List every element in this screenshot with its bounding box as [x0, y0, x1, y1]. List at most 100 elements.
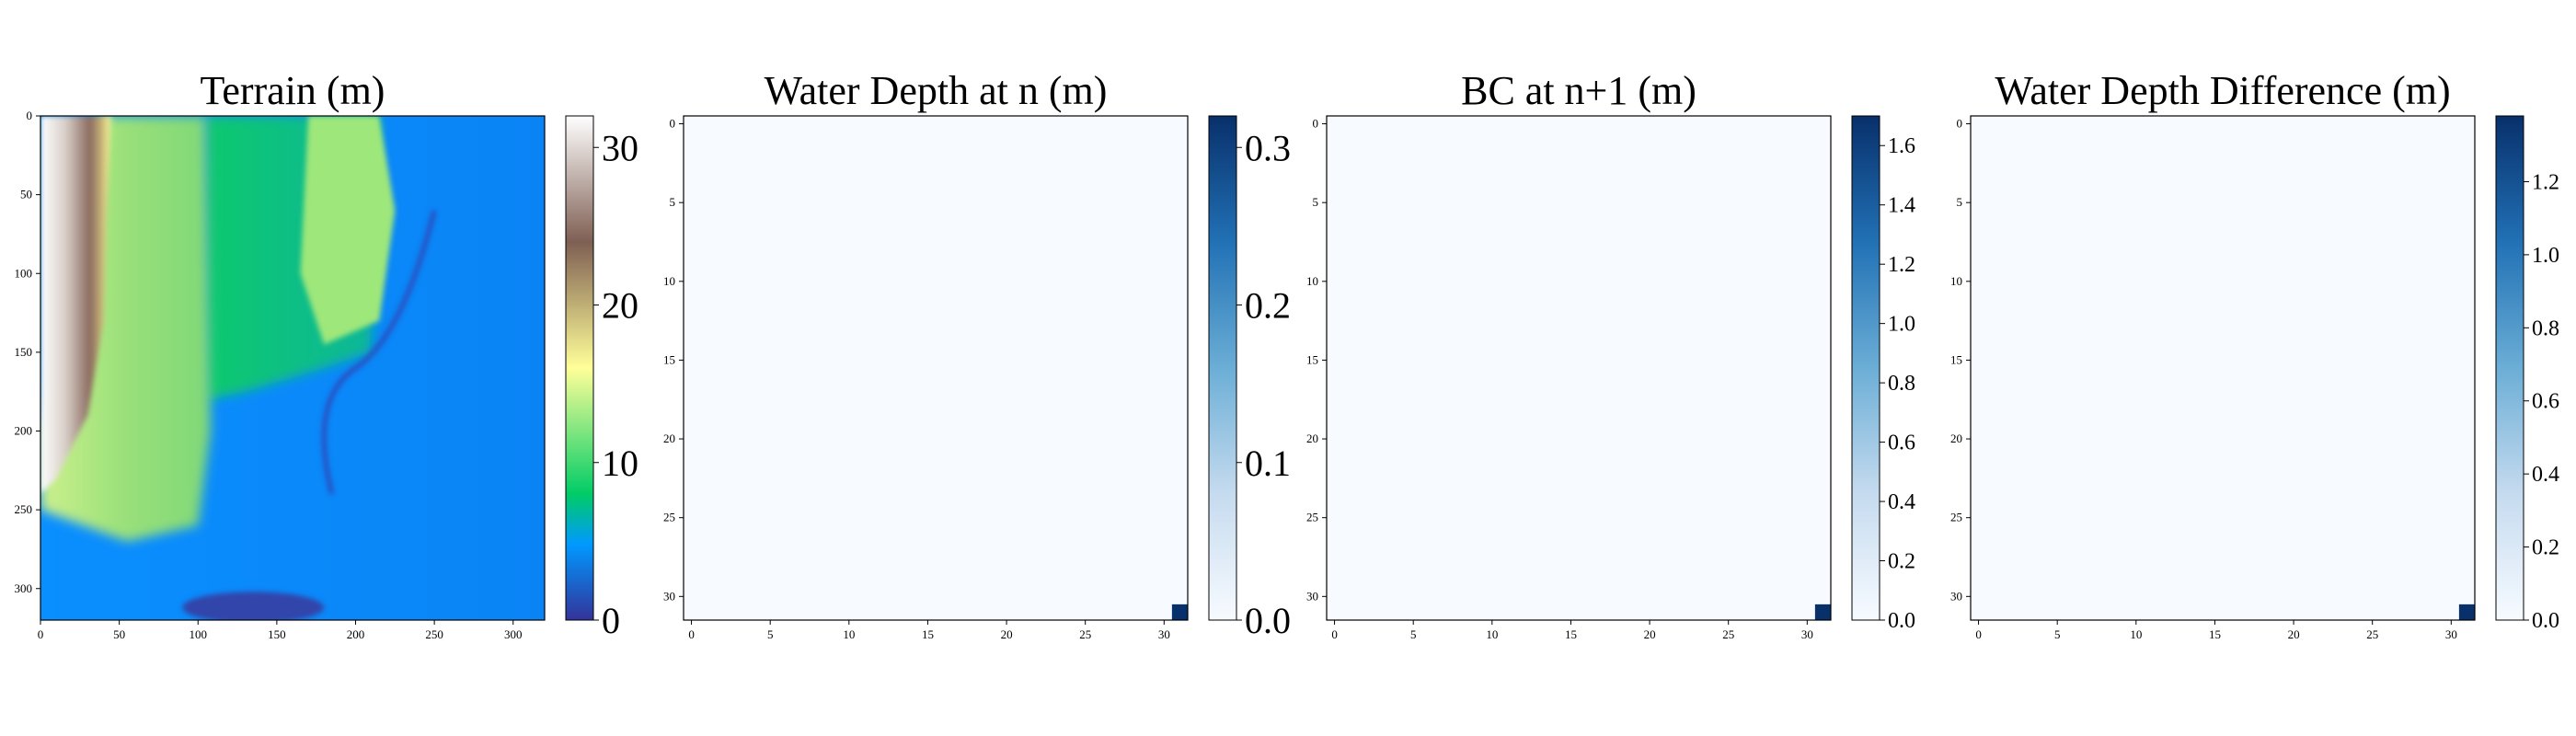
x-tick-label: 5: [767, 627, 774, 641]
x-tick-label: 200: [347, 627, 365, 641]
x-tick-label: 25: [1079, 627, 1091, 641]
x-tick-label: 20: [1644, 627, 1656, 641]
colorbar-tick-label: 0.2: [1245, 285, 1291, 327]
y-tick-label: 0: [27, 109, 33, 122]
y-tick-label: 15: [1950, 352, 1962, 366]
colorbar-tick-label: 1.6: [1888, 134, 1915, 158]
colorbar-tick-label: 1.0: [2532, 244, 2559, 268]
panel-4: Water Depth Difference (m) 0 5 10 15 20 25 30 0 5…: [1950, 68, 2559, 641]
x-tick-label: 50: [113, 627, 125, 641]
y-tick-label: 150: [15, 345, 33, 359]
x-tick-label: 30: [2445, 627, 2457, 641]
x-tick-label: 0: [688, 627, 695, 641]
panel-title: Terrain (m): [201, 68, 385, 113]
x-tick-label: 15: [2209, 627, 2221, 641]
terrain-low-area: [182, 592, 325, 620]
colorbar-tick-label: 0.0: [1888, 609, 1915, 633]
colorbar-tick-label: 0.4: [2532, 463, 2559, 487]
y-tick-label: 0: [670, 117, 676, 131]
colorbar: [1852, 116, 1880, 620]
x-tick-label: 0: [38, 627, 44, 641]
colorbar-tick-label: 1.4: [1888, 194, 1915, 218]
colorbar-tick-label: 0.0: [2532, 609, 2559, 633]
colorbar-tick-label: 0.6: [2532, 390, 2559, 414]
axes-frame: [683, 115, 1189, 621]
terrain-ridge: [40, 116, 112, 494]
colorbar-tick-label: 0.6: [1888, 431, 1915, 455]
x-tick-label: 15: [922, 627, 934, 641]
x-tick-label: 0: [1975, 627, 1982, 641]
y-tick-label: 25: [663, 511, 675, 524]
colorbar-tick-label: 0.4: [1888, 490, 1915, 514]
x-tick-label: 5: [1410, 627, 1417, 641]
y-tick-label: 200: [15, 424, 33, 438]
heatmap-background: [684, 116, 1188, 620]
y-tick-label: 5: [1957, 195, 1963, 209]
colorbar-tick-label: 0.8: [1888, 372, 1915, 396]
colorbar-tick-label: 30: [602, 127, 638, 168]
terrain-green-patch: [300, 116, 396, 345]
colorbar-frame: [565, 115, 594, 621]
colorbar-tick-label: 0.8: [2532, 316, 2559, 340]
x-tick-label: 5: [2054, 627, 2061, 641]
colorbar-tick-label: 0.0: [1245, 600, 1291, 641]
x-tick-label: 20: [1001, 627, 1013, 641]
y-tick-label: 20: [1950, 431, 1962, 445]
x-tick-label: 10: [2130, 627, 2142, 641]
y-tick-label: 30: [1950, 589, 1962, 603]
heatmap-background: [1327, 116, 1831, 620]
y-tick-label: 300: [15, 581, 33, 595]
colorbar-tick-label: 0: [602, 600, 620, 641]
x-tick-label: 10: [1486, 627, 1498, 641]
x-tick-label: 300: [504, 627, 523, 641]
colorbar-tick-label: 1.0: [1888, 313, 1915, 337]
colorbar-frame: [2495, 115, 2524, 621]
colorbar: [566, 116, 593, 620]
y-tick-label: 25: [1950, 511, 1962, 524]
heatmap-cell: [2458, 604, 2475, 620]
y-tick-label: 20: [1306, 431, 1318, 445]
y-tick-label: 20: [663, 431, 675, 445]
panel-title: Water Depth Difference (m): [1995, 68, 2450, 113]
colorbar-frame: [1208, 115, 1237, 621]
axes-frame: [1970, 115, 2476, 621]
panel-title: Water Depth at n (m): [765, 68, 1108, 113]
y-tick-label: 250: [15, 502, 33, 516]
x-tick-label: 250: [425, 627, 443, 641]
x-tick-label: 15: [1565, 627, 1577, 641]
x-tick-label: 25: [1722, 627, 1734, 641]
colorbar-tick-label: 20: [602, 285, 638, 327]
y-tick-label: 10: [663, 274, 675, 288]
axes-frame: [1326, 115, 1832, 621]
terrain-channel: [321, 210, 437, 495]
colorbar-frame: [1851, 115, 1880, 621]
panel-3: BC at n+1 (m) 0 5 10 15 20 25 30 0 5 10 15 20 25 30 0.0…: [1306, 68, 1915, 641]
y-tick-label: 5: [670, 195, 676, 209]
y-tick-label: 0: [1313, 117, 1319, 131]
y-tick-label: 10: [1306, 274, 1318, 288]
x-tick-label: 100: [190, 627, 208, 641]
y-tick-label: 5: [1313, 195, 1319, 209]
y-tick-label: 15: [1306, 352, 1318, 366]
heatmap-cell: [1814, 604, 1831, 620]
colorbar-tick-label: 1.2: [1888, 253, 1915, 277]
heatmap-cell: [1171, 604, 1188, 620]
colorbar-tick-label: 0.3: [1245, 127, 1291, 168]
colorbar: [1209, 116, 1236, 620]
colorbar-tick-label: 10: [602, 443, 638, 484]
x-tick-label: 150: [268, 627, 286, 641]
y-tick-label: 100: [15, 266, 33, 280]
y-tick-label: 15: [663, 352, 675, 366]
x-tick-label: 25: [2366, 627, 2378, 641]
x-tick-label: 30: [1801, 627, 1813, 641]
x-tick-label: 20: [2288, 627, 2300, 641]
y-tick-label: 10: [1950, 274, 1962, 288]
y-tick-label: 50: [20, 188, 32, 201]
panel-1: Terrain (m)0 50 100 150 200 250 30005010015020…: [15, 68, 639, 641]
colorbar-tick-label: 0.1: [1245, 443, 1291, 484]
colorbar-tick-label: 0.2: [2532, 536, 2559, 560]
colorbar-tick-label: 0.2: [1888, 550, 1915, 574]
axes-frame: [40, 115, 546, 621]
panel-2: Water Depth at n (m) 0 5 10 15 20 25 30 0 5 10 15 20…: [663, 68, 1291, 641]
